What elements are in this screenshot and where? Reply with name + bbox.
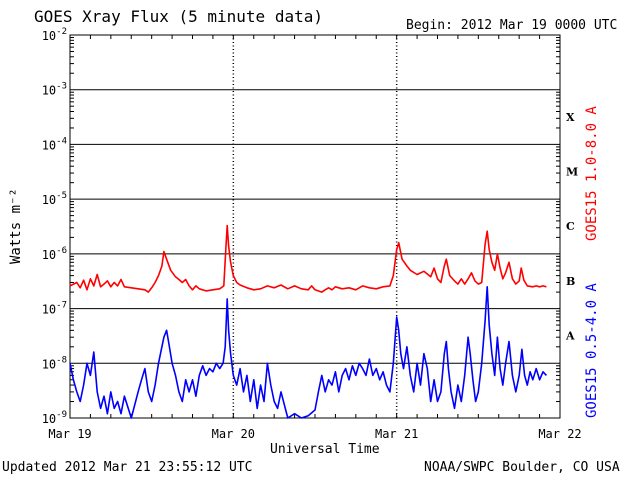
flare-class-label: A bbox=[565, 330, 575, 343]
x-tick-label: Mar 19 bbox=[48, 427, 91, 441]
y-tick-label: 10-8 bbox=[42, 355, 67, 371]
y-tick-label: 10-7 bbox=[42, 301, 67, 317]
y-tick-label: 10-6 bbox=[42, 246, 67, 262]
updated-timestamp: Updated 2012 Mar 21 23:55:12 UTC bbox=[2, 460, 253, 475]
legend-long-channel: GOES15 1.0-8.0 A bbox=[584, 106, 600, 241]
y-tick-label: 10-4 bbox=[42, 136, 67, 152]
y-tick-label: 10-3 bbox=[42, 82, 67, 98]
y-tick-label: 10-9 bbox=[42, 410, 67, 426]
x-tick-label: Mar 21 bbox=[375, 427, 418, 441]
begin-time-label: Begin: 2012 Mar 19 0000 UTC bbox=[406, 18, 618, 33]
series-long-channel-line bbox=[69, 224, 547, 293]
flare-class-label: B bbox=[566, 275, 575, 288]
x-tick-label: Mar 20 bbox=[212, 427, 255, 441]
plot-frame bbox=[69, 34, 561, 419]
flare-class-label: C bbox=[566, 220, 575, 233]
chart-title: GOES Xray Flux (5 minute data) bbox=[34, 7, 323, 26]
y-tick-label: 10-2 bbox=[42, 27, 67, 43]
flare-class-label: X bbox=[566, 111, 575, 124]
flare-class-label: M bbox=[566, 166, 578, 179]
credit-label: NOAA/SWPC Boulder, CO USA bbox=[424, 460, 620, 475]
y-tick-label: 10-5 bbox=[42, 191, 67, 207]
y-axis-label: Watts m⁻² bbox=[8, 188, 24, 264]
series-short-channel-line bbox=[69, 286, 547, 419]
legend-short-channel: GOES15 0.5-4.0 A bbox=[584, 283, 600, 418]
x-tick-label: Mar 22 bbox=[538, 427, 581, 441]
x-axis-label: Universal Time bbox=[270, 442, 380, 457]
